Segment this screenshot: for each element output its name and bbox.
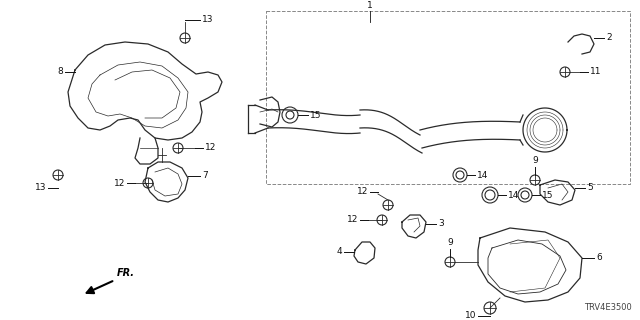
Text: 9: 9 xyxy=(447,238,453,247)
Text: 13: 13 xyxy=(35,183,46,193)
Text: 3: 3 xyxy=(438,220,444,228)
Text: TRV4E3500: TRV4E3500 xyxy=(584,303,632,312)
Text: 6: 6 xyxy=(596,253,602,262)
Text: 9: 9 xyxy=(532,156,538,165)
Text: 2: 2 xyxy=(606,34,612,43)
Text: 12: 12 xyxy=(205,143,216,153)
Text: 13: 13 xyxy=(202,15,214,25)
Text: 8: 8 xyxy=(57,68,63,76)
Text: 7: 7 xyxy=(202,172,208,180)
Text: 12: 12 xyxy=(356,188,368,196)
Text: 12: 12 xyxy=(347,215,358,225)
Text: 4: 4 xyxy=(337,247,342,257)
Text: 14: 14 xyxy=(477,171,488,180)
Text: 15: 15 xyxy=(310,110,321,119)
Text: FR.: FR. xyxy=(117,268,135,278)
Text: 1: 1 xyxy=(367,1,373,10)
Text: 11: 11 xyxy=(590,68,602,76)
Text: 15: 15 xyxy=(542,190,554,199)
Text: 10: 10 xyxy=(465,311,476,320)
Text: 14: 14 xyxy=(508,190,520,199)
Text: 5: 5 xyxy=(587,183,593,193)
Text: 12: 12 xyxy=(114,179,125,188)
